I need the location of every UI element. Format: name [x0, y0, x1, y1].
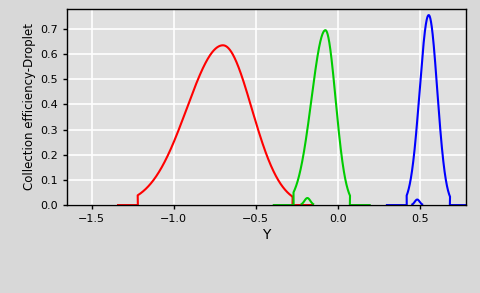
X-axis label: Y: Y	[262, 228, 271, 242]
Y-axis label: Collection efficiency-Droplet: Collection efficiency-Droplet	[23, 23, 36, 190]
